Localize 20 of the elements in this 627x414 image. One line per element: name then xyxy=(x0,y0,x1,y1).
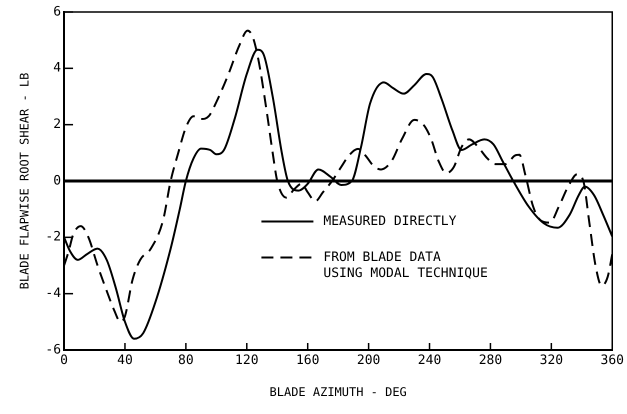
x-tick-label: 280 xyxy=(478,353,502,368)
y-tick-label: 2 xyxy=(53,117,62,132)
x-tick-label: 120 xyxy=(235,353,259,368)
y-tick-label: -6 xyxy=(45,342,62,358)
legend-label: FROM BLADE DATA USING MODAL TECHNIQUE xyxy=(323,250,488,281)
x-tick-label: 360 xyxy=(600,353,624,368)
x-tick-label: 200 xyxy=(356,353,380,368)
y-tick-label: 4 xyxy=(53,60,62,76)
y-tick-label: 6 xyxy=(53,4,62,20)
y-tick-label: 0 xyxy=(53,173,62,188)
x-tick-label: 40 xyxy=(117,353,133,368)
x-axis-title: BLADE AZIMUTH - DEG xyxy=(270,384,407,399)
x-tick-label: 320 xyxy=(540,353,564,368)
x-tick-label: 80 xyxy=(178,353,194,368)
y-tick-label: -4 xyxy=(45,286,62,302)
x-tick-label: 240 xyxy=(418,353,442,368)
y-axis-title: BLADE FLAPWISE ROOT SHEAR - LB xyxy=(17,72,32,290)
x-tick-label: 160 xyxy=(296,353,320,368)
y-tick-label: -2 xyxy=(45,230,62,245)
legend-label: MEASURED DIRECTLY xyxy=(323,214,457,229)
